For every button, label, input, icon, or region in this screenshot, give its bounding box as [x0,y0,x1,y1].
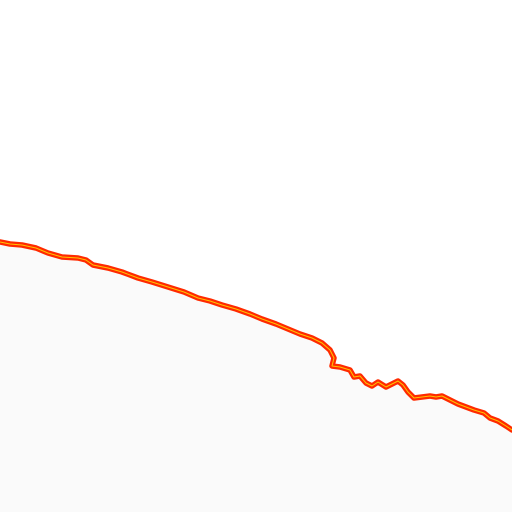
boundary-line-highlight [0,241,512,431]
map-region-below-boundary [0,242,512,512]
